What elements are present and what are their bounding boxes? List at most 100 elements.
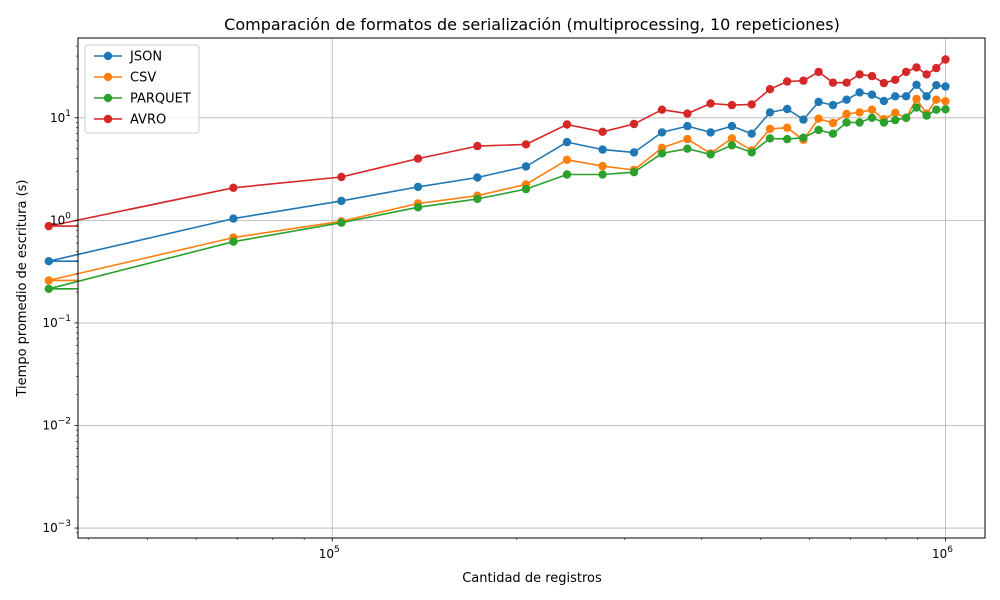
data-point-parquet (912, 103, 921, 112)
data-point-avro (891, 75, 900, 85)
data-point-csv (855, 108, 864, 117)
data-point-csv (842, 109, 851, 119)
data-point-csv (912, 94, 921, 104)
data-point-parquet (765, 134, 775, 143)
data-point-parquet (867, 113, 877, 123)
data-point-avro (598, 127, 607, 136)
data-point-avro (765, 85, 775, 94)
series-json (44, 80, 950, 266)
data-point-parquet (922, 111, 931, 120)
legend: JSON CSV PARQUET AVRO (84, 44, 200, 134)
data-point-avro (799, 76, 808, 85)
data-point-json (765, 108, 775, 117)
data-point-avro (337, 172, 346, 182)
data-point-csv (828, 118, 838, 128)
data-point-csv (598, 161, 607, 171)
y-tick-label-exponent: 1 (65, 109, 71, 119)
data-point-avro (901, 67, 911, 77)
data-point-parquet (473, 194, 482, 204)
y-tick-label: 10−1 (42, 314, 71, 330)
data-point-json (44, 257, 53, 266)
series-parquet (44, 103, 950, 293)
data-point-json (413, 182, 423, 192)
data-point-json (799, 115, 808, 124)
data-point-json (879, 96, 889, 106)
y-tick-label-base: 10 (42, 316, 57, 330)
data-point-parquet (44, 284, 53, 293)
data-point-parquet (842, 118, 851, 127)
data-point-json (683, 121, 692, 131)
data-point-parquet (706, 150, 715, 159)
data-point-csv (932, 95, 941, 104)
data-point-json (891, 92, 900, 101)
data-point-json (855, 88, 864, 97)
data-point-avro (867, 71, 877, 81)
data-point-json (814, 97, 823, 107)
legend-marker-avro (103, 114, 113, 124)
data-point-avro (413, 154, 423, 163)
data-point-avro (842, 78, 851, 87)
data-point-avro (44, 221, 53, 231)
data-point-parquet (562, 170, 572, 179)
data-point-parquet (727, 141, 737, 150)
data-point-avro (229, 183, 238, 192)
y-tick-label-exponent: −3 (58, 519, 71, 529)
data-point-parquet (901, 113, 911, 123)
data-point-parquet (521, 184, 531, 194)
data-point-avro (941, 55, 950, 64)
x-tick-label-exponent: 6 (947, 545, 953, 555)
data-point-avro (521, 140, 531, 149)
data-point-parquet (657, 149, 667, 158)
legend-label-json: JSON (129, 50, 162, 65)
data-point-csv (765, 124, 775, 134)
data-point-json (727, 121, 737, 131)
data-point-parquet (683, 144, 692, 153)
data-point-csv (562, 155, 572, 164)
data-point-avro (783, 77, 792, 86)
data-point-avro (922, 70, 931, 79)
data-point-csv (727, 134, 737, 143)
data-point-avro (562, 120, 572, 129)
data-point-json (629, 148, 639, 157)
legend-marker-csv (103, 72, 113, 82)
data-point-json (747, 129, 756, 138)
data-point-json (828, 100, 838, 110)
data-point-avro (706, 99, 715, 108)
data-point-avro (912, 63, 921, 72)
y-tick-label: 101 (50, 109, 71, 125)
data-point-csv (683, 134, 692, 144)
chart-title: Comparación de formatos de serialización… (224, 15, 840, 34)
x-tick-label-base: 10 (319, 547, 334, 561)
data-point-json (783, 104, 792, 114)
legend-label-parquet: PARQUET (130, 92, 191, 107)
data-point-parquet (598, 170, 607, 179)
data-point-json (901, 92, 911, 101)
legend-box (84, 44, 200, 134)
legend-marker-parquet (103, 93, 113, 103)
data-point-avro (828, 78, 838, 87)
data-point-json (706, 128, 715, 137)
data-point-parquet (891, 115, 900, 125)
data-point-parquet (814, 125, 823, 135)
data-point-json (932, 81, 941, 90)
data-point-avro (727, 100, 737, 110)
data-point-parquet (828, 129, 838, 138)
data-point-avro (879, 78, 889, 88)
x-tick-label: 106 (932, 545, 953, 561)
data-point-avro (932, 63, 941, 73)
data-point-parquet (747, 148, 756, 157)
data-point-json (229, 214, 238, 223)
data-point-parquet (941, 105, 950, 114)
legend-label-avro: AVRO (130, 113, 166, 128)
x-tick-label-exponent: 5 (334, 545, 340, 555)
data-point-avro (473, 141, 482, 151)
x-axis-label: Cantidad de registros (462, 571, 602, 586)
data-point-avro (814, 67, 823, 77)
y-tick-label-base: 10 (42, 418, 57, 432)
plot-frame (77, 37, 986, 539)
y-tick-label-exponent: 0 (65, 211, 71, 221)
y-tick-label-exponent: −2 (58, 416, 71, 426)
y-tick-label-base: 10 (42, 521, 57, 535)
data-point-csv (867, 105, 877, 114)
